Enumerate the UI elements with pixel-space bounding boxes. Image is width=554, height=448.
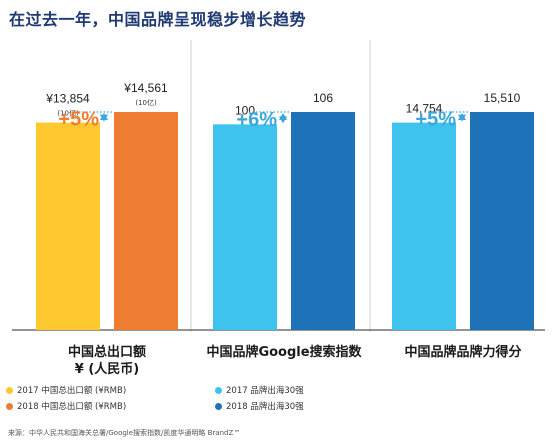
bar-group1-2017 <box>36 122 100 331</box>
legend-swatch <box>215 386 222 394</box>
bar-group2-2017 <box>213 124 277 330</box>
legend-swatch <box>215 402 222 410</box>
growth-arrow-head-down <box>458 114 466 122</box>
growth-label: +6% <box>236 109 277 131</box>
legend-item: 2018 中国总出口额 (¥RMB) <box>6 400 126 412</box>
bar-group1-2018 <box>114 112 178 330</box>
legend-label: 2017 中国总出口额 (¥RMB) <box>17 386 127 396</box>
legend-item: 2017 品牌出海30强 <box>215 384 304 396</box>
category-label: 中国品牌Google搜索指数 <box>206 344 362 360</box>
growth-label: +5% <box>58 108 99 130</box>
value-label: 100 <box>235 103 255 117</box>
value-label: ¥13,854 <box>45 92 90 106</box>
value-unit-label: (10亿) <box>135 98 157 107</box>
growth-arrow-head-down <box>100 114 108 122</box>
source-note: 来源：中华人民共和国海关总署/Google搜索指数/凯度华通明略 BrandZ™ <box>8 429 241 437</box>
bar-group3-2018 <box>470 112 534 330</box>
legend-label: 2018 中国总出口额 (¥RMB) <box>17 402 127 412</box>
value-label: 14,754 <box>406 102 443 116</box>
legend-swatch <box>6 386 13 394</box>
legend-swatch <box>6 402 13 410</box>
growth-label: +5% <box>415 108 456 130</box>
category-label: ¥ (人民币) <box>75 361 139 377</box>
growth-arrow-head-down <box>279 116 287 124</box>
value-label: 15,510 <box>484 91 521 105</box>
category-label: 中国品牌品牌力得分 <box>404 344 521 360</box>
value-label: 106 <box>313 91 333 105</box>
legend-item: 2018 品牌出海30强 <box>215 400 304 412</box>
bar-group2-2018 <box>291 112 355 330</box>
bar-group3-2017 <box>392 122 456 330</box>
value-label: ¥14,561 <box>123 81 168 95</box>
legend-item: 2017 中国总出口额 (¥RMB) <box>6 384 126 396</box>
chart-title: 在过去一年，中国品牌呈现稳步增长趋势 <box>9 10 307 29</box>
category-label: 中国总出口额 <box>68 344 146 360</box>
legend-label: 2017 品牌出海30强 <box>226 386 304 396</box>
legend-label: 2018 品牌出海30强 <box>226 402 304 412</box>
value-unit-label: (10亿) <box>57 109 79 118</box>
